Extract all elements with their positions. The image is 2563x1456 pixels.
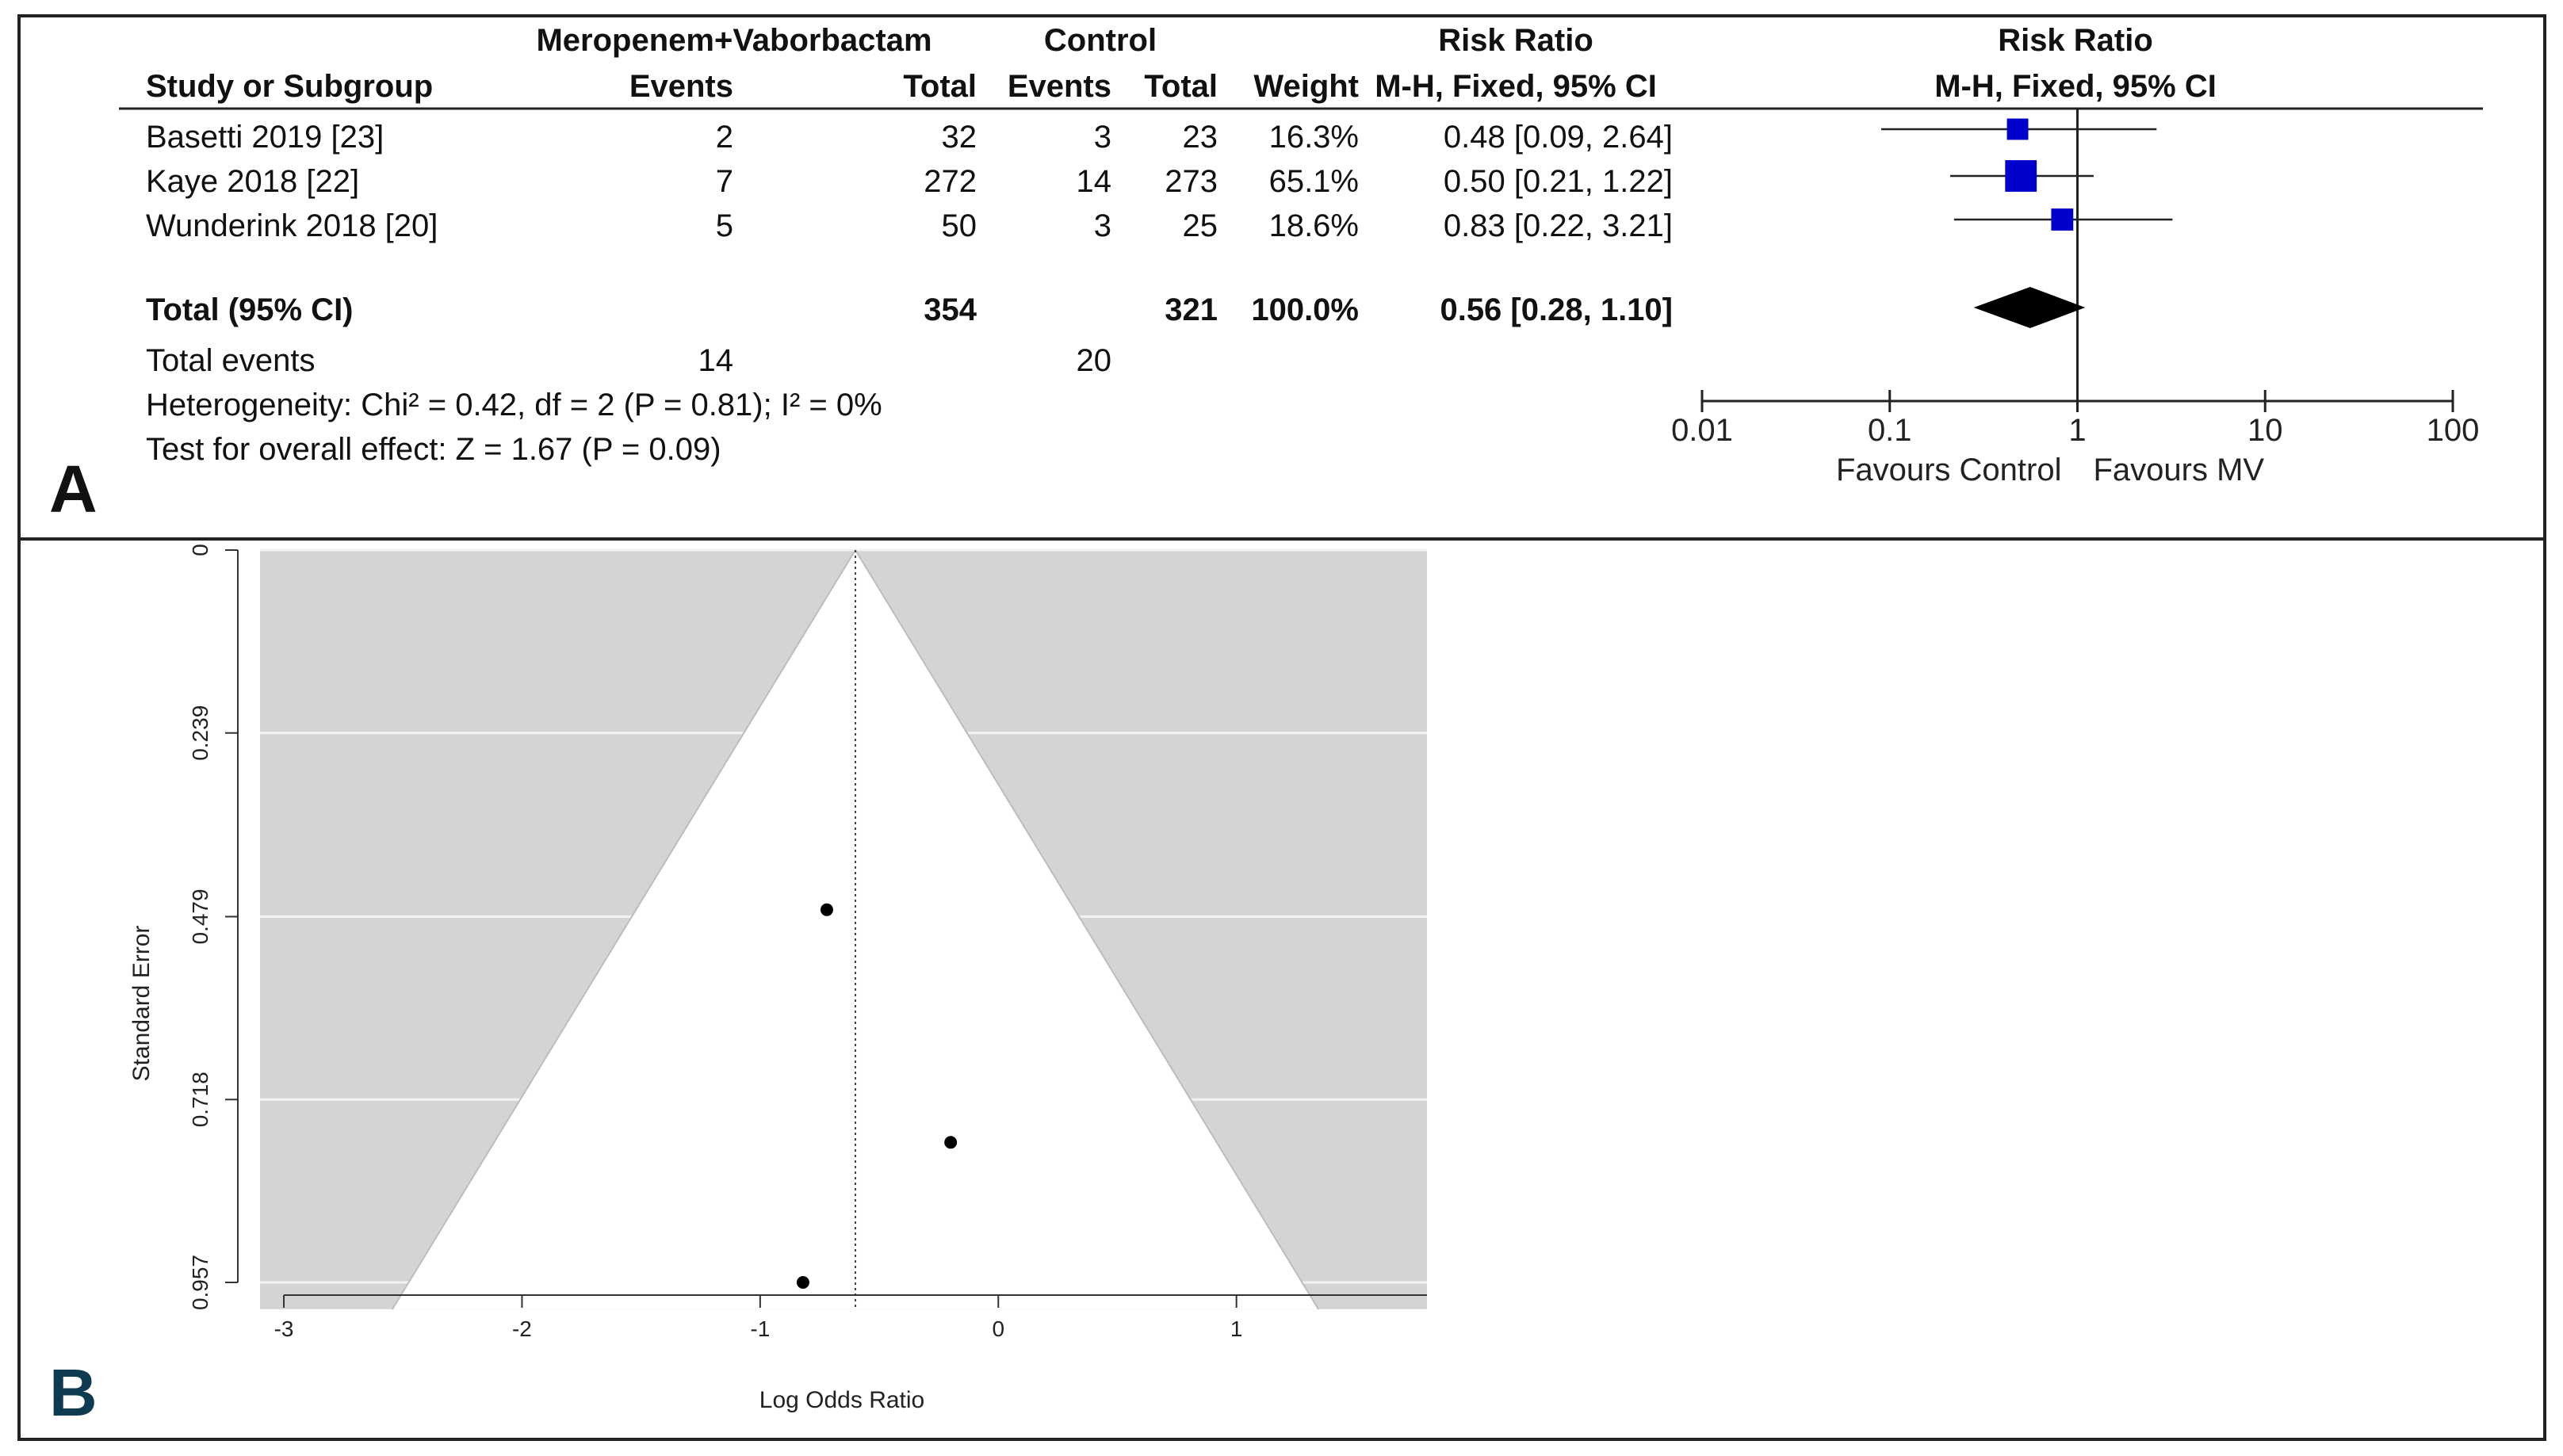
method-column-header: M-H, Fixed, 95% CI: [1375, 69, 1657, 104]
treatment-total-sum: 354: [924, 292, 977, 327]
funnel-x-tick-label: -1: [750, 1317, 770, 1341]
treatment-total: 50: [942, 208, 977, 243]
heterogeneity-text: Heterogeneity: Chi² = 0.42, df = 2 (P = …: [146, 388, 882, 422]
funnel-y-tick-label: 0.479: [188, 889, 212, 944]
treatment-events: 2: [716, 120, 733, 155]
control-total: 23: [1183, 120, 1218, 155]
funnel-y-tick-label: 0.957: [188, 1255, 212, 1310]
favours-mv-label: Favours MV: [2094, 453, 2265, 487]
funnel-x-tick-label: 0: [992, 1317, 1004, 1341]
study-ci: 0.48 [0.09, 2.64]: [1444, 120, 1673, 155]
funnel-y-tick-label: 0.718: [188, 1072, 212, 1127]
risk-ratio-column-header: Risk Ratio: [1438, 23, 1593, 58]
control-events: 14: [1077, 164, 1112, 199]
study-column-header: Study or Subgroup: [146, 69, 433, 104]
panel-a-frame: [17, 14, 2546, 541]
funnel-x-tick-label: 1: [1230, 1317, 1243, 1341]
pooled-diamond: [1973, 287, 2086, 328]
funnel-study-point: [820, 903, 833, 916]
study-point-marker: [2005, 160, 2037, 192]
favours-control-label: Favours Control: [1836, 453, 2062, 487]
control-events: 3: [1094, 208, 1111, 243]
study-name: Kaye 2018 [22]: [146, 164, 359, 199]
study-weight: 18.6%: [1269, 208, 1359, 243]
study-weight: 65.1%: [1269, 164, 1359, 199]
funnel-plot: -3 -2 -1 0 1 0 0.239 0.479 0.718 0.957: [188, 544, 1427, 1341]
table-row: Wunderink 2018 [20] 5 50 3 25 18.6% 0.83…: [146, 208, 1673, 243]
treatment-total: 272: [924, 164, 977, 199]
study-name: Basetti 2019 [23]: [146, 120, 384, 155]
funnel-y-axis-label: Standard Error: [128, 926, 155, 1082]
control-total-header: Total: [1144, 69, 1218, 104]
scale-tick-label: 0.01: [1671, 413, 1733, 448]
total-label: Total (95% CI): [146, 292, 354, 327]
panel-a-label: A: [49, 452, 98, 526]
risk-ratio-plot-header: Risk Ratio: [1998, 23, 2153, 58]
panel-b-label: B: [49, 1355, 98, 1430]
control-total-sum: 321: [1165, 292, 1218, 327]
treatment-total-header: Total: [903, 69, 977, 104]
scale-tick-label: 0.1: [1868, 413, 1912, 448]
treatment-events-header: Events: [629, 69, 733, 104]
funnel-study-point: [944, 1136, 958, 1149]
scale-tick-label: 10: [2247, 413, 2283, 448]
funnel-left-edge: [392, 549, 856, 1310]
table-row: Basetti 2019 [23] 2 32 3 23 16.3% 0.48 […: [146, 120, 1673, 155]
forest-table: Meropenem+Vaborbactam Control Risk Ratio…: [119, 23, 2483, 467]
total-events-row: Total events 14 20: [146, 343, 1111, 378]
pooled-ci: 0.56 [0.28, 1.10]: [1440, 292, 1673, 327]
total-weight: 100.0%: [1251, 292, 1359, 327]
control-events: 3: [1094, 120, 1111, 155]
control-events-header: Events: [1008, 69, 1111, 104]
study-ci: 0.50 [0.21, 1.22]: [1444, 164, 1673, 199]
study-weight: 16.3%: [1269, 120, 1359, 155]
total-events-label: Total events: [146, 343, 315, 378]
funnel-x-axis-label: Log Odds Ratio: [759, 1387, 924, 1413]
table-row: Kaye 2018 [22] 7 272 14 273 65.1% 0.50 […: [146, 164, 1673, 199]
treatment-total-events: 14: [698, 343, 734, 378]
funnel-right-edge: [855, 549, 1319, 1310]
treatment-events: 5: [716, 208, 733, 243]
study-point-marker: [2051, 208, 2074, 231]
control-group-header: Control: [1044, 23, 1157, 58]
treatment-group-header: Meropenem+Vaborbactam: [536, 23, 931, 58]
total-row: Total (95% CI) 354 321 100.0% 0.56 [0.28…: [146, 292, 1673, 327]
study-name: Wunderink 2018 [20]: [146, 208, 438, 243]
funnel-x-tick-label: -2: [512, 1317, 532, 1341]
funnel-x-tick-label: -3: [274, 1317, 294, 1341]
weight-header: Weight: [1253, 69, 1359, 104]
control-total-events: 20: [1077, 343, 1112, 378]
scale-tick-label: 100: [2427, 413, 2480, 448]
funnel-study-point: [796, 1276, 809, 1289]
forest-plot: 0.01 0.1 1 10 100 Favours Control Favours MV: [1671, 109, 2479, 487]
study-point-marker: [2006, 118, 2029, 140]
funnel-y-tick-label: 0.239: [188, 705, 212, 761]
treatment-events: 7: [716, 164, 733, 199]
method-plot-header: M-H, Fixed, 95% CI: [1934, 69, 2217, 104]
treatment-total: 32: [942, 120, 977, 155]
control-total: 273: [1165, 164, 1218, 199]
control-total: 25: [1183, 208, 1218, 243]
study-ci: 0.83 [0.22, 3.21]: [1444, 208, 1673, 243]
funnel-y-tick-label: 0: [188, 544, 212, 556]
overall-effect-text: Test for overall effect: Z = 1.67 (P = 0…: [146, 432, 721, 467]
scale-tick-label: 1: [2068, 413, 2086, 448]
